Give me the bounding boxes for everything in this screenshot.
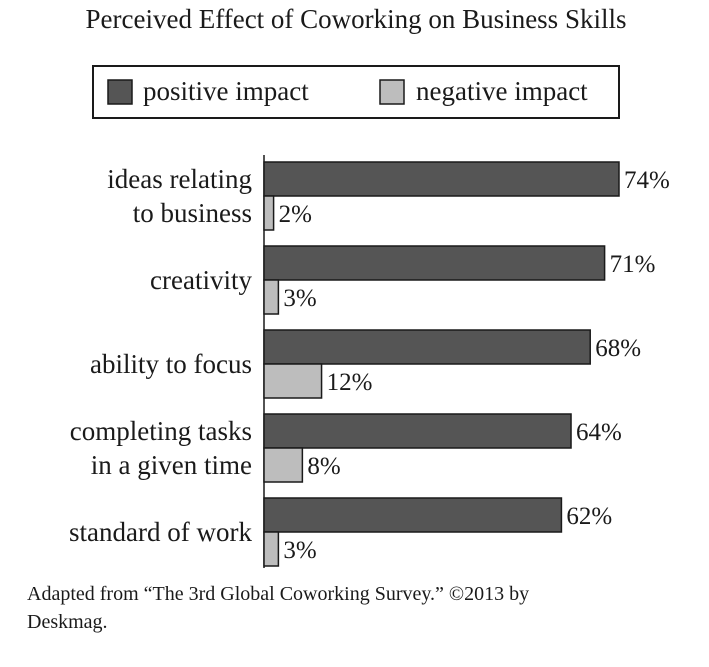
bar-positive-4 <box>263 497 563 533</box>
data-label-positive-0: 74% <box>624 167 670 194</box>
source-caption-line-2: Deskmag. <box>27 611 108 633</box>
category-label-2: ability to focus <box>90 349 252 379</box>
bar-negative-4 <box>263 531 280 567</box>
bar-positive-2 <box>263 329 591 365</box>
data-label-negative-1: 3% <box>283 285 316 312</box>
bar-negative-2 <box>263 363 323 399</box>
data-label-positive-2: 68% <box>595 335 641 362</box>
legend-label-positive: positive impact <box>143 76 309 106</box>
category-label-4: standard of work <box>69 517 252 547</box>
data-label-negative-3: 8% <box>307 453 340 480</box>
category-label-3-line-0: completing tasks <box>70 416 252 446</box>
data-label-positive-3: 64% <box>576 419 622 446</box>
category-label-0-line-0: ideas relating <box>107 164 252 194</box>
category-label-1: creativity <box>150 265 252 295</box>
bar-positive-0 <box>263 161 620 197</box>
legend: positive impact negative impact <box>92 65 620 119</box>
source-caption-line-1: Adapted from “The 3rd Global Coworking S… <box>27 583 530 605</box>
data-label-negative-2: 12% <box>327 369 373 396</box>
bar-negative-3 <box>263 447 304 483</box>
legend-swatch-positive <box>107 79 133 105</box>
bar-positive-1 <box>263 245 606 281</box>
legend-swatch-negative <box>379 79 405 105</box>
data-label-positive-4: 62% <box>566 503 612 530</box>
category-label-0-line-1: to business <box>133 198 252 228</box>
bar-negative-0 <box>263 195 275 231</box>
data-label-negative-0: 2% <box>279 201 312 228</box>
category-label-3-line-1: in a given time <box>91 450 252 480</box>
legend-box <box>92 65 620 119</box>
legend-label-negative: negative impact <box>416 76 588 106</box>
bar-negative-1 <box>263 279 280 315</box>
bar-positive-3 <box>263 413 572 449</box>
source-caption: Adapted from “The 3rd Global Coworking S… <box>27 580 687 636</box>
chart-title: Perceived Effect of Coworking on Busines… <box>86 4 627 34</box>
bars-layer: ideas relating to business 74% 2% creativity… <box>69 161 670 567</box>
data-label-negative-4: 3% <box>283 537 316 564</box>
data-label-positive-1: 71% <box>610 251 656 278</box>
